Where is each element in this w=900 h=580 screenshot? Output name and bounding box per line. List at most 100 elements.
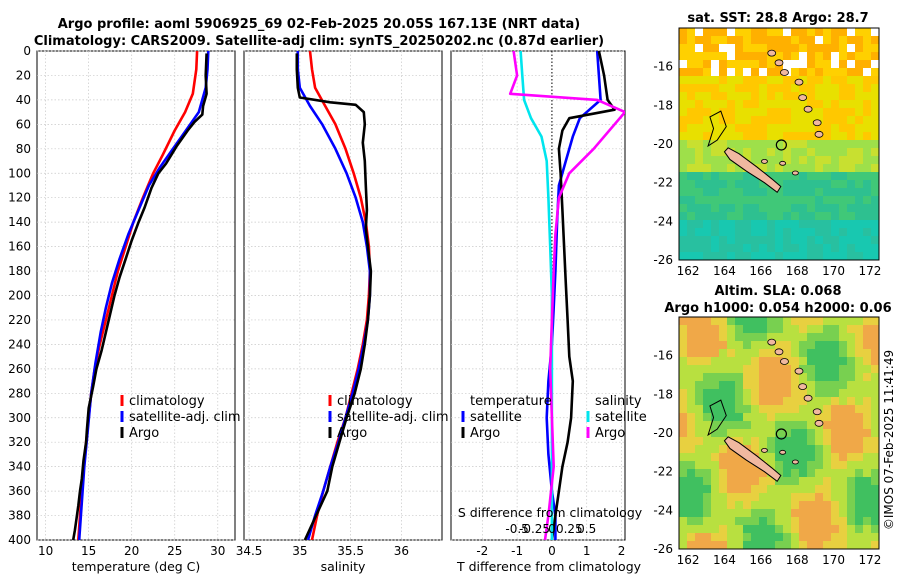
map-cell xyxy=(679,397,688,406)
map-cell xyxy=(847,437,856,446)
map-cell xyxy=(839,188,848,197)
map-cell xyxy=(751,485,760,494)
map-cell xyxy=(759,76,768,85)
map-cell xyxy=(831,60,840,69)
map-cell xyxy=(703,453,712,462)
island-small xyxy=(798,383,808,391)
map-cell xyxy=(815,244,824,253)
map-cell xyxy=(695,389,704,398)
map-cell xyxy=(807,461,816,470)
map-cell xyxy=(839,325,848,334)
map-cell xyxy=(855,413,864,422)
map-cell xyxy=(855,357,864,366)
map-cell xyxy=(831,52,840,61)
map-cell xyxy=(743,373,752,382)
map-x-tick-label: 166 xyxy=(749,553,772,567)
map-cell xyxy=(735,204,744,213)
map-cell xyxy=(807,148,816,157)
map-cell xyxy=(719,365,728,374)
map-cell xyxy=(679,156,688,165)
map-cell xyxy=(703,477,712,486)
map-cell xyxy=(767,533,776,542)
map-cell xyxy=(767,84,776,93)
map-cell xyxy=(807,325,816,334)
map-cell xyxy=(831,525,840,534)
map-cell xyxy=(799,469,808,478)
map-cell xyxy=(855,469,864,478)
map-cell xyxy=(815,373,824,382)
map-cell xyxy=(711,461,720,470)
map-cell xyxy=(727,68,736,77)
map-cell xyxy=(703,172,712,181)
map-cell xyxy=(791,60,800,69)
map-cell xyxy=(791,421,800,430)
map-cell xyxy=(679,445,688,454)
map-cell xyxy=(695,124,704,133)
map-cell xyxy=(743,461,752,470)
map-cell xyxy=(847,132,856,141)
map-cell xyxy=(791,317,800,326)
map-cell xyxy=(855,365,864,374)
map-cell xyxy=(751,116,760,125)
map-cell xyxy=(679,44,688,53)
map-cell xyxy=(735,108,744,117)
map-cell xyxy=(791,156,800,165)
map-cell xyxy=(799,236,808,245)
map-cell xyxy=(775,92,784,101)
x-tick-label: 0 xyxy=(548,544,556,558)
map-cell xyxy=(831,84,840,93)
map-cell xyxy=(703,196,712,205)
map-cell xyxy=(815,100,824,109)
map-cell xyxy=(687,325,696,334)
map-cell xyxy=(743,140,752,149)
map-cell xyxy=(767,204,776,213)
map-cell xyxy=(799,333,808,342)
map-cell xyxy=(783,525,792,534)
map-cell xyxy=(759,196,768,205)
map-cell xyxy=(791,172,800,181)
map-cell xyxy=(727,100,736,109)
map-cell xyxy=(759,325,768,334)
map-cell xyxy=(679,517,688,526)
map-cell xyxy=(863,461,872,470)
map-cell xyxy=(847,52,856,61)
map-cell xyxy=(727,493,736,502)
map-cell xyxy=(759,509,768,518)
map-cell xyxy=(815,164,824,173)
map-cell xyxy=(759,164,768,173)
map-cell xyxy=(703,44,712,53)
map-cell xyxy=(871,92,879,101)
map-cell xyxy=(679,148,688,157)
map-cell xyxy=(727,236,736,245)
map-cell xyxy=(735,180,744,189)
map-cell xyxy=(799,220,808,229)
map-cell xyxy=(839,60,848,69)
map-cell xyxy=(823,453,832,462)
map-cell xyxy=(823,501,832,510)
map-cell xyxy=(847,244,856,253)
top-tick-label: 0.5 xyxy=(577,522,596,536)
map-cell xyxy=(743,485,752,494)
map-cell xyxy=(807,517,816,526)
map-cell xyxy=(743,469,752,478)
map-cell xyxy=(799,132,808,141)
map-x-tick-label: 172 xyxy=(858,553,881,567)
map-cell xyxy=(863,365,872,374)
map-cell xyxy=(679,124,688,133)
map-cell xyxy=(687,525,696,534)
map-cell xyxy=(855,100,864,109)
map-cell xyxy=(863,44,872,53)
map-cell xyxy=(775,333,784,342)
map-cell xyxy=(687,381,696,390)
map-cell xyxy=(791,196,800,205)
map-cell xyxy=(679,92,688,101)
sla-map-title-2: Argo h1000: 0.054 h2000: 0.06 xyxy=(664,301,891,316)
map-cell xyxy=(711,501,720,510)
map-cell xyxy=(815,381,824,390)
map-cell xyxy=(855,373,864,382)
map-cell xyxy=(863,204,872,213)
map-cell xyxy=(751,132,760,141)
map-cell xyxy=(751,148,760,157)
map-cell xyxy=(719,140,728,149)
map-cell xyxy=(727,429,736,438)
